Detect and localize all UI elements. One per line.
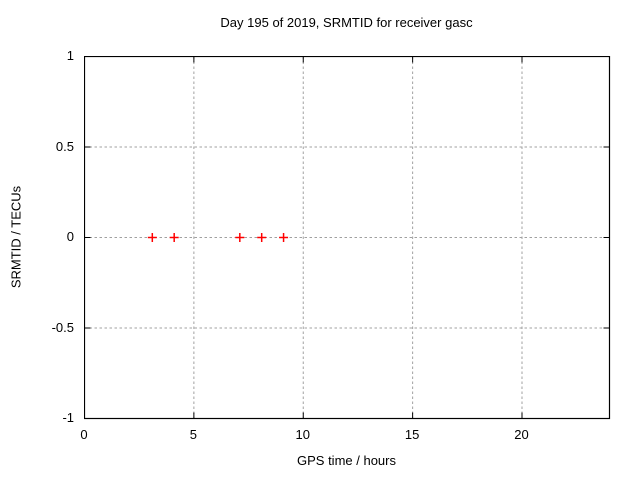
y-tick-label: -0.5 [51,319,74,335]
x-tick-label: 20 [514,427,529,442]
plot-area [84,56,611,420]
x-tick-label: 5 [189,427,197,442]
y-tick-label: 0.5 [55,138,74,154]
plot-border [84,56,611,420]
y-tick-label: 0 [66,229,74,244]
x-tick-label: 0 [80,427,88,442]
x-axis-label: GPS time / hours [297,453,396,468]
x-tick-label: 15 [404,427,420,442]
chart-title: Day 195 of 2019, SRMTID for receiver gas… [220,15,473,30]
x-tick-label: 10 [295,427,310,442]
y-tick-label: -1 [62,410,74,425]
y-tick-label: 1 [66,48,74,63]
